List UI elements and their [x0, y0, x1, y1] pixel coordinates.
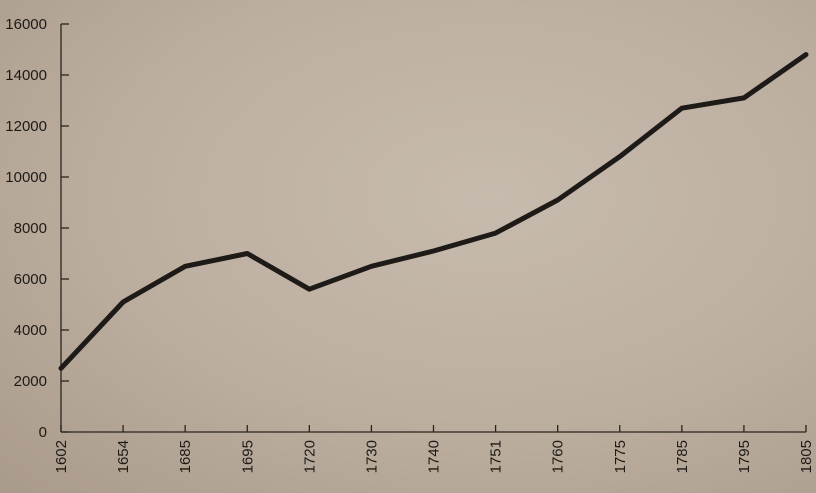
x-tick-label: 1795: [736, 440, 753, 473]
series-lines: [58, 52, 809, 371]
x-tick-label: 1602: [53, 440, 70, 473]
y-tick-label: 10000: [5, 169, 47, 186]
y-tick-label: 0: [39, 424, 47, 441]
x-tick-label: 1695: [239, 440, 256, 473]
x-tick-label: 1654: [115, 440, 132, 473]
x-tick-label: 1760: [550, 440, 567, 473]
y-tick-label: 8000: [14, 220, 47, 237]
series-line: [58, 52, 809, 371]
y-axis: 0 2000 4000 6000 8000 10000 12000 14000 16000: [5, 16, 69, 441]
x-tick-label: 1720: [301, 440, 318, 473]
x-tick-label: 1685: [177, 440, 194, 473]
y-tick-label: 16000: [5, 16, 47, 33]
y-tick-label: 6000: [14, 271, 47, 288]
x-tick-label: 1751: [488, 440, 505, 473]
x-tick-label: 1775: [612, 440, 629, 473]
x-axis: 1602 1654 1685 1695 1720 1730 1740 1751 1760 1775…: [53, 425, 815, 473]
y-tick-label: 4000: [14, 322, 47, 339]
y-tick-label: 2000: [14, 373, 47, 390]
y-tick-label: 12000: [5, 118, 47, 135]
x-tick-label: 1740: [426, 440, 443, 473]
x-tick-label: 1785: [674, 440, 691, 473]
y-tick-label: 14000: [5, 67, 47, 84]
x-tick-label: 1805: [798, 440, 815, 473]
x-tick-label: 1730: [363, 440, 380, 473]
